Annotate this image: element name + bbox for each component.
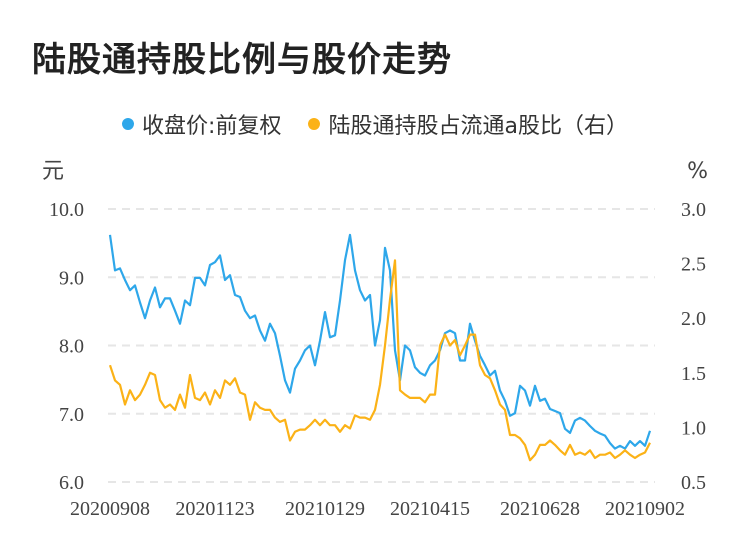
right-tick-label: 2.0 [681, 308, 706, 330]
legend-dot-price-icon [122, 118, 135, 130]
right-tick-label: 0.5 [681, 472, 706, 494]
legend: 收盘价:前复权 陆股通持股占流通a股比（右） [0, 108, 750, 140]
right-axis-unit: % [687, 159, 708, 184]
legend-label-ratio: 陆股通持股占流通a股比（右） [328, 114, 628, 139]
x-tick-label: 20210415 [390, 498, 470, 520]
left-tick-label: 6.0 [59, 472, 84, 494]
right-tick-label: 2.5 [681, 254, 706, 276]
right-tick-label: 3.0 [681, 199, 706, 221]
legend-item-price[interactable]: 收盘价:前复权 [122, 108, 281, 140]
legend-dot-ratio-icon [308, 118, 321, 130]
left-tick-label: 7.0 [59, 404, 84, 426]
x-tick-label: 20210902 [605, 498, 685, 520]
legend-label-price: 收盘价:前复权 [142, 114, 282, 139]
x-tick-label: 20200908 [70, 498, 150, 520]
x-tick-label: 20210628 [500, 498, 580, 520]
x-tick-label: 20210129 [285, 498, 365, 520]
left-tick-label: 10.0 [49, 199, 84, 221]
x-tick-label: 20201123 [175, 498, 254, 520]
right-tick-label: 1.5 [681, 363, 706, 385]
left-tick-label: 9.0 [59, 267, 84, 289]
legend-item-ratio[interactable]: 陆股通持股占流通a股比（右） [308, 108, 628, 140]
series-line-price [108, 233, 652, 450]
left-axis-unit: 元 [42, 159, 64, 184]
series-line-ratio [108, 259, 651, 462]
left-tick-label: 8.0 [59, 336, 84, 358]
right-tick-label: 1.0 [681, 417, 706, 439]
chart-title: 陆股通持股比例与股价走势 [32, 40, 452, 80]
